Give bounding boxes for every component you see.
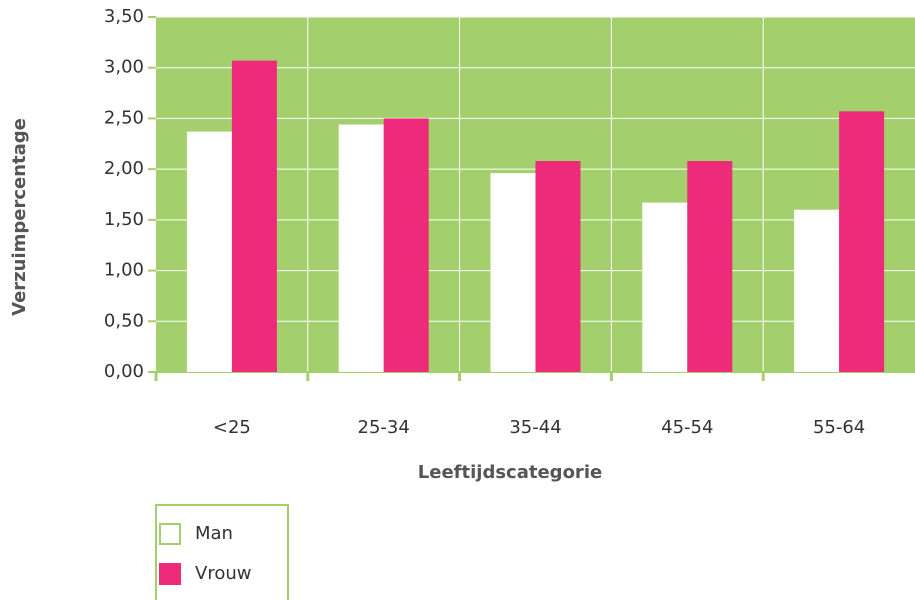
- y-tick-label: 1,50: [104, 209, 144, 230]
- y-tick-label: 0,00: [104, 361, 144, 382]
- x-tick-label: <25: [213, 417, 251, 438]
- x-tick-label: 35-44: [509, 417, 561, 438]
- x-tick-label: 45-54: [661, 417, 713, 438]
- legend-swatch: [159, 563, 181, 585]
- bar: [687, 161, 733, 372]
- bar: [535, 161, 581, 372]
- x-axis-label: Leeftijdscategorie: [418, 462, 602, 483]
- bar: [794, 209, 840, 372]
- bar: [642, 202, 688, 372]
- legend-label: Vrouw: [195, 563, 251, 584]
- bar: [383, 118, 429, 372]
- bar: [839, 111, 885, 372]
- x-tick-label: 55-64: [813, 417, 865, 438]
- y-tick-label: 0,50: [104, 310, 144, 331]
- legend-swatch: [159, 523, 181, 545]
- bar: [338, 124, 384, 372]
- y-tick-label: 3,50: [104, 6, 144, 27]
- bar: [186, 131, 232, 372]
- y-tick-label: 2,00: [104, 158, 144, 179]
- y-tick-label: 2,50: [104, 107, 144, 128]
- x-tick-label: 25-34: [358, 417, 410, 438]
- y-axis-label: Verzuimpercentage: [9, 118, 30, 316]
- bar: [231, 60, 277, 372]
- y-tick-label: 3,00: [104, 57, 144, 78]
- legend-box: [155, 504, 289, 600]
- y-tick-label: 1,00: [104, 260, 144, 281]
- bar: [490, 173, 536, 372]
- legend-label: Man: [195, 523, 233, 544]
